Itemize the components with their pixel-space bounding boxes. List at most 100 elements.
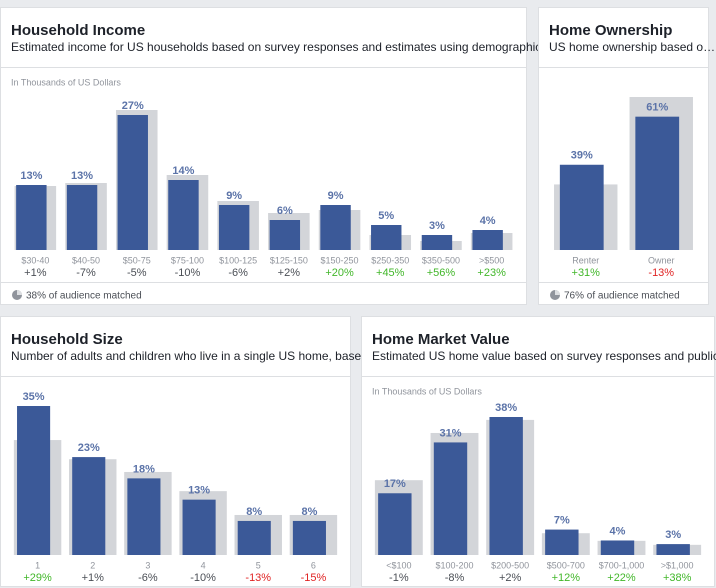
value-label: 4% <box>480 215 496 227</box>
value-label: 61% <box>646 102 668 114</box>
bar <box>472 230 503 250</box>
change-label: +45% <box>376 267 405 279</box>
value-label: 35% <box>23 391 45 403</box>
change-label: -8% <box>445 572 465 584</box>
pie-icon-slice <box>555 290 560 295</box>
change-label: -15% <box>301 572 327 584</box>
axis-note: In Thousands of US Dollars <box>11 77 121 87</box>
value-label: 7% <box>554 514 570 526</box>
bar <box>218 205 250 250</box>
bar <box>545 529 579 555</box>
bar <box>559 164 604 250</box>
category-label: $75-100 <box>171 255 204 265</box>
panel-subtitle: Number of adults and children who live i… <box>11 349 373 363</box>
value-label: 27% <box>122 100 144 112</box>
category-label: >$1,000 <box>661 560 694 570</box>
change-label: -10% <box>175 267 201 279</box>
category-label: $150-250 <box>321 255 359 265</box>
value-label: 23% <box>78 442 100 454</box>
value-label: 8% <box>246 506 262 518</box>
change-label: -13% <box>245 572 271 584</box>
bar <box>600 540 635 555</box>
value-label: 14% <box>172 165 194 177</box>
change-label: -6% <box>228 267 248 279</box>
change-label: +23% <box>477 267 506 279</box>
category-label: $125-150 <box>270 255 308 265</box>
bar <box>127 478 161 555</box>
value-label: 13% <box>20 170 42 182</box>
value-label: 3% <box>429 220 445 232</box>
value-label: 13% <box>71 170 93 182</box>
category-label: Owner <box>648 255 675 265</box>
value-label: 4% <box>610 525 626 537</box>
axis-note: In Thousands of US Dollars <box>372 386 482 396</box>
change-label: +2% <box>278 267 301 279</box>
category-label: >$500 <box>479 255 504 265</box>
bar <box>378 493 412 555</box>
bar <box>371 225 402 250</box>
category-label: 6 <box>311 560 316 570</box>
change-label: -10% <box>190 572 216 584</box>
change-label: -6% <box>138 572 158 584</box>
change-label: +29% <box>23 572 52 584</box>
category-label: $50-75 <box>123 255 151 265</box>
change-label: +12% <box>552 572 581 584</box>
category-label: $30-40 <box>21 255 49 265</box>
category-label: $200-500 <box>491 560 529 570</box>
bar <box>117 115 148 250</box>
bar <box>17 406 51 555</box>
change-label: -5% <box>127 267 147 279</box>
category-label: $250-350 <box>371 255 409 265</box>
pie-icon-slice <box>17 290 22 295</box>
change-label: +22% <box>607 572 636 584</box>
value-label: 6% <box>277 205 293 217</box>
change-label: +38% <box>663 572 692 584</box>
category-label: $40-50 <box>72 255 100 265</box>
category-label: <$100 <box>386 560 411 570</box>
bar <box>433 442 468 555</box>
change-label: +1% <box>24 267 47 279</box>
bar <box>635 116 680 251</box>
category-label: 5 <box>256 560 261 570</box>
category-label: $100-200 <box>435 560 473 570</box>
value-label: 38% <box>495 402 517 414</box>
value-label: 31% <box>439 427 461 439</box>
bar <box>66 185 98 250</box>
change-label: +56% <box>427 267 456 279</box>
category-label: 1 <box>35 560 40 570</box>
category-label: 3 <box>145 560 150 570</box>
panel-subtitle: Estimated US home value based on survey … <box>372 349 716 363</box>
change-label: -13% <box>648 267 674 279</box>
change-label: -7% <box>76 267 96 279</box>
value-label: 9% <box>226 190 242 202</box>
bar <box>320 205 351 250</box>
match-note: 38% of audience matched <box>26 291 142 302</box>
change-label: -1% <box>389 572 409 584</box>
panel-title: Home Ownership <box>549 22 672 39</box>
bar <box>292 520 326 555</box>
value-label: 39% <box>571 150 593 162</box>
panel-title: Home Market Value <box>372 331 510 348</box>
bar <box>16 185 47 250</box>
category-label: $500-700 <box>547 560 585 570</box>
bar <box>269 220 301 250</box>
value-label: 18% <box>133 463 155 475</box>
bar <box>237 520 271 555</box>
bar <box>168 180 199 250</box>
bar <box>421 235 453 250</box>
panel <box>0 7 527 305</box>
value-label: 13% <box>188 485 210 497</box>
bar <box>656 544 690 555</box>
value-label: 3% <box>665 529 681 541</box>
value-label: 8% <box>301 506 317 518</box>
category-label: 2 <box>90 560 95 570</box>
bar <box>489 417 523 555</box>
bar <box>72 457 106 555</box>
change-label: +20% <box>325 267 354 279</box>
bar <box>182 499 216 555</box>
change-label: +2% <box>499 572 522 584</box>
panel-subtitle: Estimated income for US households based… <box>11 40 573 54</box>
panel-title: Household Size <box>11 331 123 348</box>
change-label: +1% <box>82 572 105 584</box>
